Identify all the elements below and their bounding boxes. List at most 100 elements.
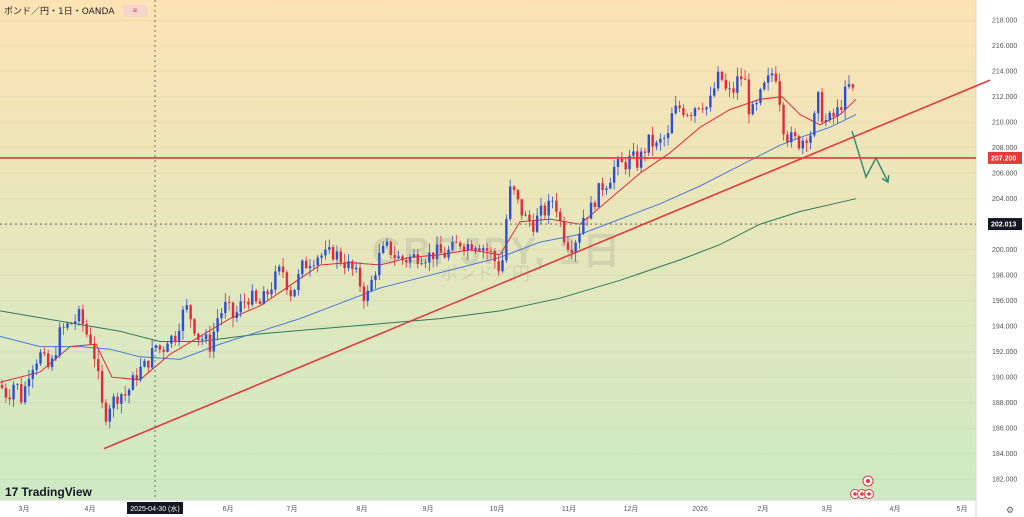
brand-name: TradingView <box>21 485 92 499</box>
candle-body <box>713 88 716 96</box>
candle-body <box>150 348 154 368</box>
crosshair-price-box <box>988 218 1022 231</box>
candle-body <box>736 76 739 93</box>
candle-body <box>524 214 527 216</box>
candle-body <box>374 275 377 280</box>
candle-body <box>43 352 46 354</box>
candle-body <box>555 200 558 212</box>
candle-body <box>62 327 65 328</box>
candle-body <box>813 113 816 136</box>
candle-body <box>100 371 104 403</box>
logo-mark-icon: 17 <box>5 485 19 499</box>
candle-body <box>420 263 423 265</box>
candle-body <box>35 363 38 370</box>
candle-body <box>547 200 550 216</box>
candle-body <box>66 323 69 328</box>
candle-body <box>682 108 685 116</box>
candle-body <box>847 84 851 87</box>
candle-body <box>281 266 285 273</box>
price-tick-label: 188.000 <box>992 400 1017 407</box>
candle-body <box>820 92 824 122</box>
candle-body <box>643 151 647 153</box>
forecast-arrow[interactable] <box>851 130 889 183</box>
price-tick-label: 216.000 <box>992 43 1017 50</box>
candle-body <box>824 120 828 122</box>
moving-averages <box>0 96 857 383</box>
candle-body <box>77 309 81 322</box>
candle-body <box>624 162 627 170</box>
candle-body <box>124 394 127 396</box>
time-tick-label: 8月 <box>357 505 368 513</box>
candle-body <box>251 290 254 305</box>
candle-body <box>589 202 593 219</box>
drawings <box>0 0 976 500</box>
candle-body <box>443 252 446 258</box>
candle-body <box>663 138 666 139</box>
candle-body <box>185 305 188 310</box>
support-trendline[interactable] <box>103 79 991 450</box>
time-tick-label: 6月 <box>223 505 234 513</box>
candle-body <box>120 394 123 404</box>
candle-body <box>385 241 389 246</box>
candle-body <box>728 88 731 90</box>
candle-body <box>809 135 812 143</box>
candle-body <box>308 266 312 269</box>
candle-body <box>689 115 693 117</box>
candle-body <box>478 248 481 251</box>
candle-body <box>755 102 758 105</box>
candle-body <box>220 313 223 319</box>
candle-body <box>158 345 162 350</box>
time-tick-label: 10月 <box>490 505 505 513</box>
candle-body <box>266 291 269 295</box>
time-tick-label: 7月 <box>287 505 298 513</box>
candle-body <box>412 254 416 257</box>
crosshair-date-box <box>127 502 183 514</box>
event-marker-dot-icon <box>860 492 864 496</box>
gear-icon[interactable]: ⚙ <box>1006 505 1015 515</box>
price-tick-label: 184.000 <box>992 451 1017 458</box>
name-watermark: ポンド／円 <box>440 264 530 284</box>
candle-body <box>20 384 23 403</box>
candle-body <box>312 265 316 267</box>
candle-body <box>351 261 354 270</box>
candle-body <box>335 251 339 260</box>
candle-body <box>320 255 323 258</box>
candle-body <box>609 182 612 189</box>
candle-body <box>505 219 508 261</box>
candle-body <box>405 260 408 263</box>
candle-body <box>778 81 781 105</box>
price-tick-label: 182.000 <box>992 477 1017 484</box>
time-axis: 3月 4月 2025-04-30 (水) 6月 7月 8月 9月 10月 11月 12月 2026 2… <box>19 502 967 514</box>
candle-body <box>428 252 431 263</box>
candle-body <box>112 396 115 409</box>
candle-body <box>543 205 547 216</box>
candle-body <box>740 76 743 80</box>
time-tick-label: 3月 <box>822 505 833 513</box>
candle-body <box>47 353 50 368</box>
time-axis-background <box>0 500 976 517</box>
candle-body <box>70 323 73 325</box>
candle-body <box>127 389 131 396</box>
candle-body <box>535 215 539 232</box>
candle-body <box>782 104 785 135</box>
candle-body <box>108 408 111 422</box>
candle-body <box>370 279 373 291</box>
candle-body <box>512 186 516 190</box>
candle-body <box>243 301 246 303</box>
candle-body <box>747 79 751 115</box>
candle-body <box>678 105 681 109</box>
price-tick-label: 194.000 <box>992 324 1017 331</box>
time-tick-label: 2月 <box>758 505 769 513</box>
candle-body <box>235 312 239 318</box>
candle-body <box>397 256 400 259</box>
indicator-badge[interactable]: ≡ <box>123 5 147 17</box>
forecast-arrow-head <box>881 175 890 184</box>
ma-short-line <box>0 96 857 383</box>
candle-body <box>840 107 843 110</box>
candle-body <box>797 136 801 149</box>
candle-body <box>485 248 489 251</box>
candle-body <box>651 134 654 147</box>
candle-body <box>316 257 319 266</box>
chart-title[interactable]: ポンド／円・1日・OANDA <box>4 7 115 17</box>
